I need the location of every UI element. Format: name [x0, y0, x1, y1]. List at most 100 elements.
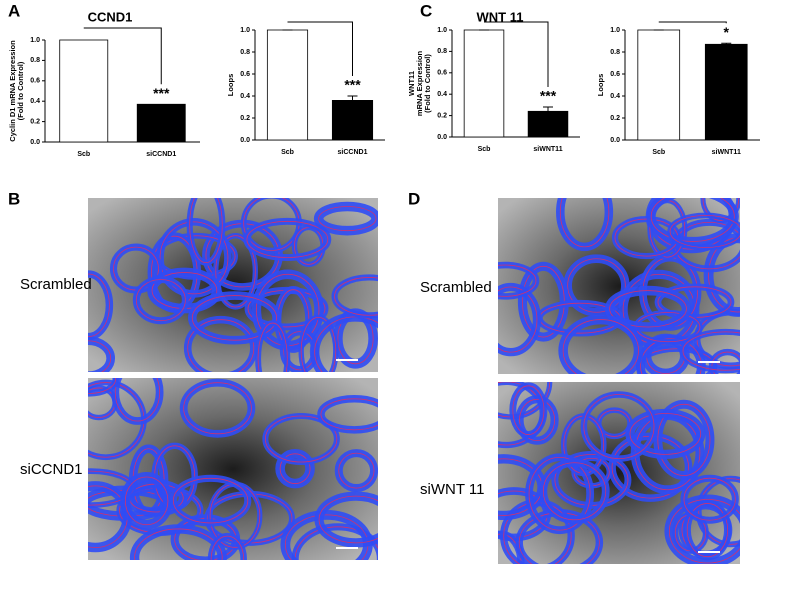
network-edge [528, 456, 591, 531]
network-edge [567, 258, 626, 313]
bar [637, 29, 681, 141]
row-label: Scrambled [20, 276, 92, 293]
y-tick-label: 0.8 [437, 48, 447, 55]
network-edge [246, 220, 329, 258]
x-tick-label: siCCND1 [338, 149, 368, 156]
network-edge [124, 476, 169, 526]
x-tick-label: siWNT11 [533, 146, 562, 153]
network-edge [629, 413, 702, 455]
bar [266, 29, 309, 141]
network-edge [519, 398, 556, 442]
micrograph [88, 378, 378, 560]
y-tick-label: 0.6 [610, 71, 620, 78]
bar [136, 103, 186, 143]
network-edge [650, 198, 735, 242]
network-edge [686, 503, 729, 558]
y-tick-label: 0.2 [240, 115, 250, 122]
panel-letter: C [420, 1, 432, 20]
error-bar [543, 106, 553, 112]
y-tick-label: 0.6 [240, 71, 250, 78]
network-edge [609, 290, 687, 328]
network-edge [338, 452, 375, 489]
y-tick-label: 0.4 [610, 93, 620, 100]
network-edge [668, 499, 740, 564]
error-bar [721, 42, 732, 45]
network-edge [583, 394, 655, 460]
y-tick-label: 0.4 [240, 93, 250, 100]
chart-title: CCND1 [88, 9, 133, 24]
network-edge [135, 279, 186, 322]
network-edge [698, 478, 740, 545]
y-tick-label: 0.0 [610, 137, 620, 144]
network-edge [542, 462, 607, 521]
x-tick-label: siCCND1 [146, 151, 176, 158]
network-edge [187, 319, 255, 372]
network-edge [512, 385, 545, 435]
chart-title: WNT 11 [477, 9, 524, 24]
micrograph [498, 382, 740, 564]
network-edge [191, 295, 278, 341]
network-edge [682, 331, 740, 371]
y-axis-label: (Fold to Control) [423, 54, 432, 113]
network-edge [210, 535, 245, 560]
network-edge [257, 322, 288, 372]
row-label: siWNT 11 [420, 481, 484, 498]
network-edge [683, 477, 736, 521]
network-edge [318, 495, 378, 544]
network-edge [264, 415, 338, 463]
network-edge [215, 235, 256, 308]
bar [704, 43, 748, 141]
significance-label: * [724, 24, 730, 40]
error-bar [347, 95, 358, 101]
significance-bracket [484, 21, 549, 88]
network-edge [189, 198, 223, 264]
network-edge [88, 340, 112, 372]
network-edge [172, 477, 249, 524]
y-tick-label: 0.8 [30, 57, 40, 64]
y-axis-label: (Fold to Control) [16, 61, 25, 120]
y-axis-label: Cyclin D1 mRNA Expression [8, 40, 17, 142]
network-edge [134, 528, 223, 560]
y-tick-label: 0.2 [610, 115, 620, 122]
y-tick-label: 0.0 [240, 137, 250, 144]
x-tick-label: Scb [281, 149, 294, 156]
panel-letter: B [8, 189, 20, 208]
network-edge [702, 198, 740, 221]
y-tick-label: 0.2 [437, 112, 447, 119]
significance-bracket [83, 27, 162, 85]
network-edge [334, 277, 378, 316]
network-edge [669, 215, 740, 248]
y-tick-label: 0.6 [30, 78, 40, 85]
row-label: siCCND1 [20, 461, 83, 478]
significance-label: *** [153, 85, 170, 101]
y-tick-label: 0.6 [437, 70, 447, 77]
y-tick-label: 1.0 [437, 27, 447, 34]
y-tick-label: 0.2 [30, 118, 40, 125]
y-axis-label: Loops [596, 74, 605, 97]
network-edge [320, 398, 378, 431]
network-edge [114, 378, 161, 422]
network-edge [711, 351, 740, 374]
significance-label: *** [540, 88, 557, 104]
network-edge [88, 378, 117, 394]
y-tick-label: 0.0 [437, 134, 447, 141]
network-edge [159, 221, 229, 295]
panel-letter: D [408, 189, 420, 208]
x-tick-label: Scb [652, 149, 665, 156]
significance-bracket [658, 21, 727, 24]
x-tick-label: siWNT11 [712, 149, 741, 156]
y-axis-label: WNT11 [407, 71, 416, 96]
y-tick-label: 0.8 [240, 49, 250, 56]
y-tick-label: 0.4 [30, 98, 40, 105]
y-axis-label: Loops [226, 74, 235, 97]
network-edge [498, 264, 537, 297]
y-tick-label: 0.8 [610, 49, 620, 56]
network-edge [88, 273, 110, 337]
x-tick-label: Scb [77, 151, 90, 158]
row-label: Scrambled [420, 279, 492, 296]
network-edge [498, 286, 538, 353]
y-tick-label: 1.0 [30, 37, 40, 44]
bar [527, 110, 569, 138]
network-edge [318, 206, 377, 232]
